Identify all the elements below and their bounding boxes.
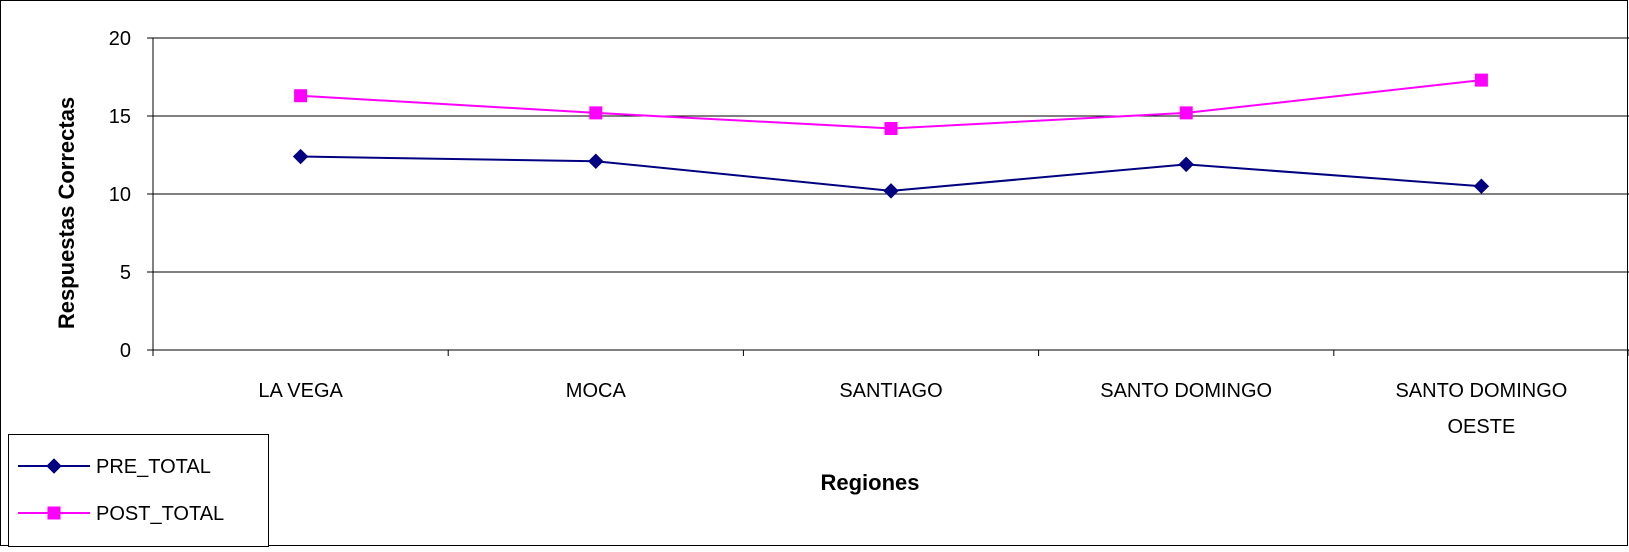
data-point-pre-total <box>292 148 309 165</box>
data-point-pre-total <box>588 153 604 169</box>
legend-label-pre-total: PRE_TOTAL <box>96 456 211 478</box>
data-point-post-total <box>589 106 603 120</box>
legend: PRE_TOTAL POST_TOTAL <box>8 434 269 547</box>
axes <box>152 38 1629 356</box>
legend-box <box>8 434 269 547</box>
series-post-total <box>294 73 1488 135</box>
x-tick-label: SANTIAGO <box>839 380 942 402</box>
legend-label-post-total: POST_TOTAL <box>96 503 224 525</box>
data-point-pre-total <box>1178 156 1194 173</box>
series-layer <box>292 73 1490 199</box>
y-axis-title: Respuestas Correctas <box>54 97 79 329</box>
x-tick-labels: LA VEGA MOCA SANTIAGO SANTO DOMINGO SANTO DO… <box>258 380 1567 438</box>
legend-item-post-total: POST_TOTAL <box>18 503 224 525</box>
data-point-post-total <box>1179 106 1193 120</box>
data-point-pre-total <box>1473 178 1490 194</box>
series-pre-total <box>292 148 1490 199</box>
x-tick-label: MOCA <box>566 380 627 402</box>
y-tick-label: 10 <box>109 184 131 206</box>
x-tick-label: SANTO DOMINGO <box>1100 380 1272 402</box>
y-tick-label: 20 <box>109 28 131 50</box>
x-axis-title: Regiones <box>820 470 919 495</box>
legend-marker-pre-total <box>46 458 62 474</box>
y-tick-label: 15 <box>109 106 131 128</box>
data-point-post-total <box>294 89 308 103</box>
y-tick-label: 5 <box>120 262 131 284</box>
data-point-post-total <box>1474 73 1488 87</box>
data-point-pre-total <box>883 183 899 199</box>
x-tick-label: LA VEGA <box>258 380 343 402</box>
y-tick-labels: 0 5 10 15 20 <box>109 28 131 362</box>
y-tick-label: 0 <box>120 340 131 362</box>
data-point-post-total <box>884 121 898 135</box>
legend-item-pre-total: PRE_TOTAL <box>18 456 211 478</box>
legend-marker-post-total <box>47 506 61 520</box>
x-tick-label: SANTO DOMINGO OESTE <box>1395 380 1567 438</box>
